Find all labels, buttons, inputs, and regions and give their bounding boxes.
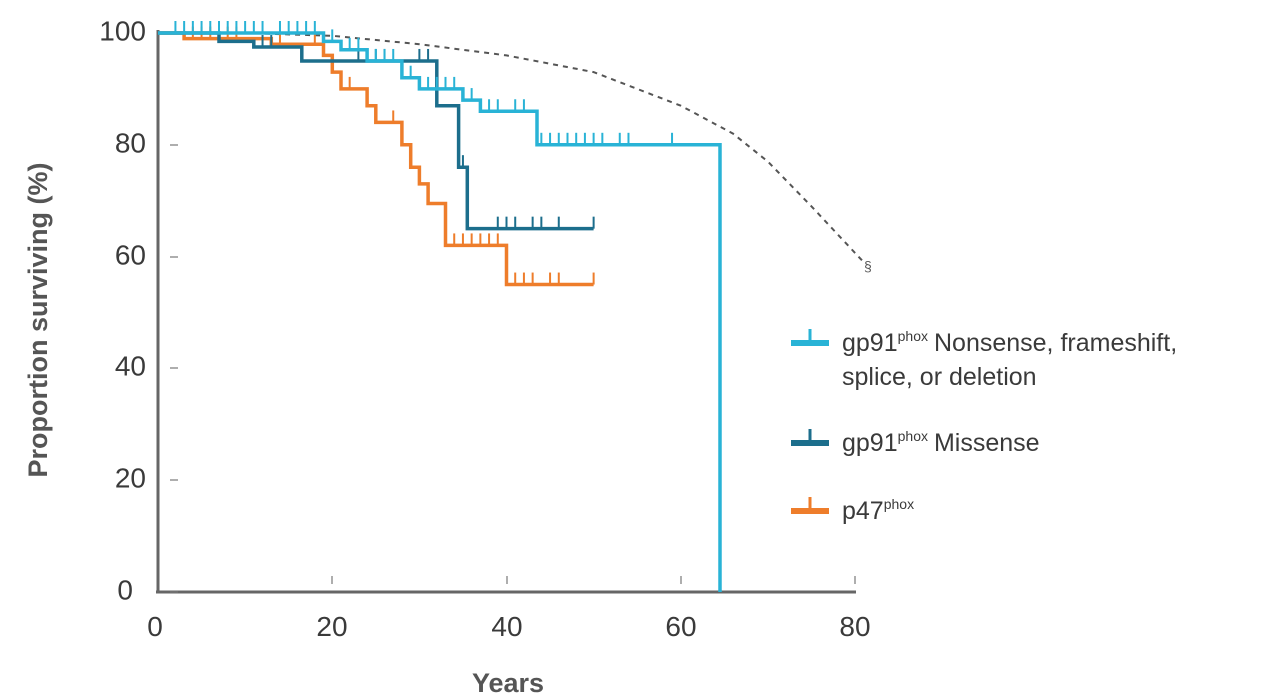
series-p47-censor-marks [191,26,595,285]
series-p47-line [158,31,594,287]
legend-label-p47-sup: phox [884,496,914,512]
legend-label-missense-rest: Missense [934,429,1040,457]
y-tick-label-40: 40 [115,350,146,381]
legend-label-nonsense-line2: splice, or deletion [842,363,1037,391]
legend-swatch-nonsense [791,329,829,346]
legend-item-nonsense: gp91phox Nonsense, frameshift, splice, or… [791,328,1177,391]
x-tick-label-0: 0 [147,611,163,642]
x-tick-label-80: 80 [839,611,870,642]
legend-item-missense: gp91phox Missense [791,428,1040,457]
legend-swatch-missense [791,429,829,446]
legend-label-nonsense: gp91phox Nonsense, frameshift, [842,328,1177,357]
y-tick-label-20: 20 [115,462,146,493]
legend: gp91phox Nonsense, frameshift, splice, or… [791,328,1177,525]
legend-label-nonsense-main: gp91 [842,329,898,357]
reference-curve [245,32,865,263]
legend-label-p47: p47phox [842,496,914,525]
legend-swatch-p47 [791,497,829,514]
y-tick-label-100: 100 [99,15,146,46]
x-axis-title: Years [472,668,544,698]
y-ticks: 0 20 40 60 80 100 [99,15,178,605]
legend-label-missense-main: gp91 [842,429,898,457]
y-tick-label-0: 0 [117,574,133,605]
legend-label-missense: gp91phox Missense [842,428,1040,457]
x-tick-label-40: 40 [491,611,522,642]
series-nonsense-censor-marks [174,21,674,145]
legend-label-missense-sup: phox [898,428,928,444]
y-axis-title: Proportion surviving (%) [23,162,53,477]
y-tick-label-80: 80 [115,127,146,158]
x-tick-label-60: 60 [665,611,696,642]
x-tick-label-20: 20 [316,611,347,642]
reference-curve-annotation: § [864,258,872,274]
series-nonsense-line [158,31,722,592]
y-tick-label-60: 60 [115,239,146,270]
legend-label-nonsense-rest: Nonsense, frameshift, [934,329,1177,357]
legend-label-nonsense-sup: phox [898,328,928,344]
x-ticks: 0 20 40 60 80 [147,576,871,642]
legend-label-p47-main: p47 [842,497,884,525]
legend-item-p47: p47phox [791,496,914,525]
